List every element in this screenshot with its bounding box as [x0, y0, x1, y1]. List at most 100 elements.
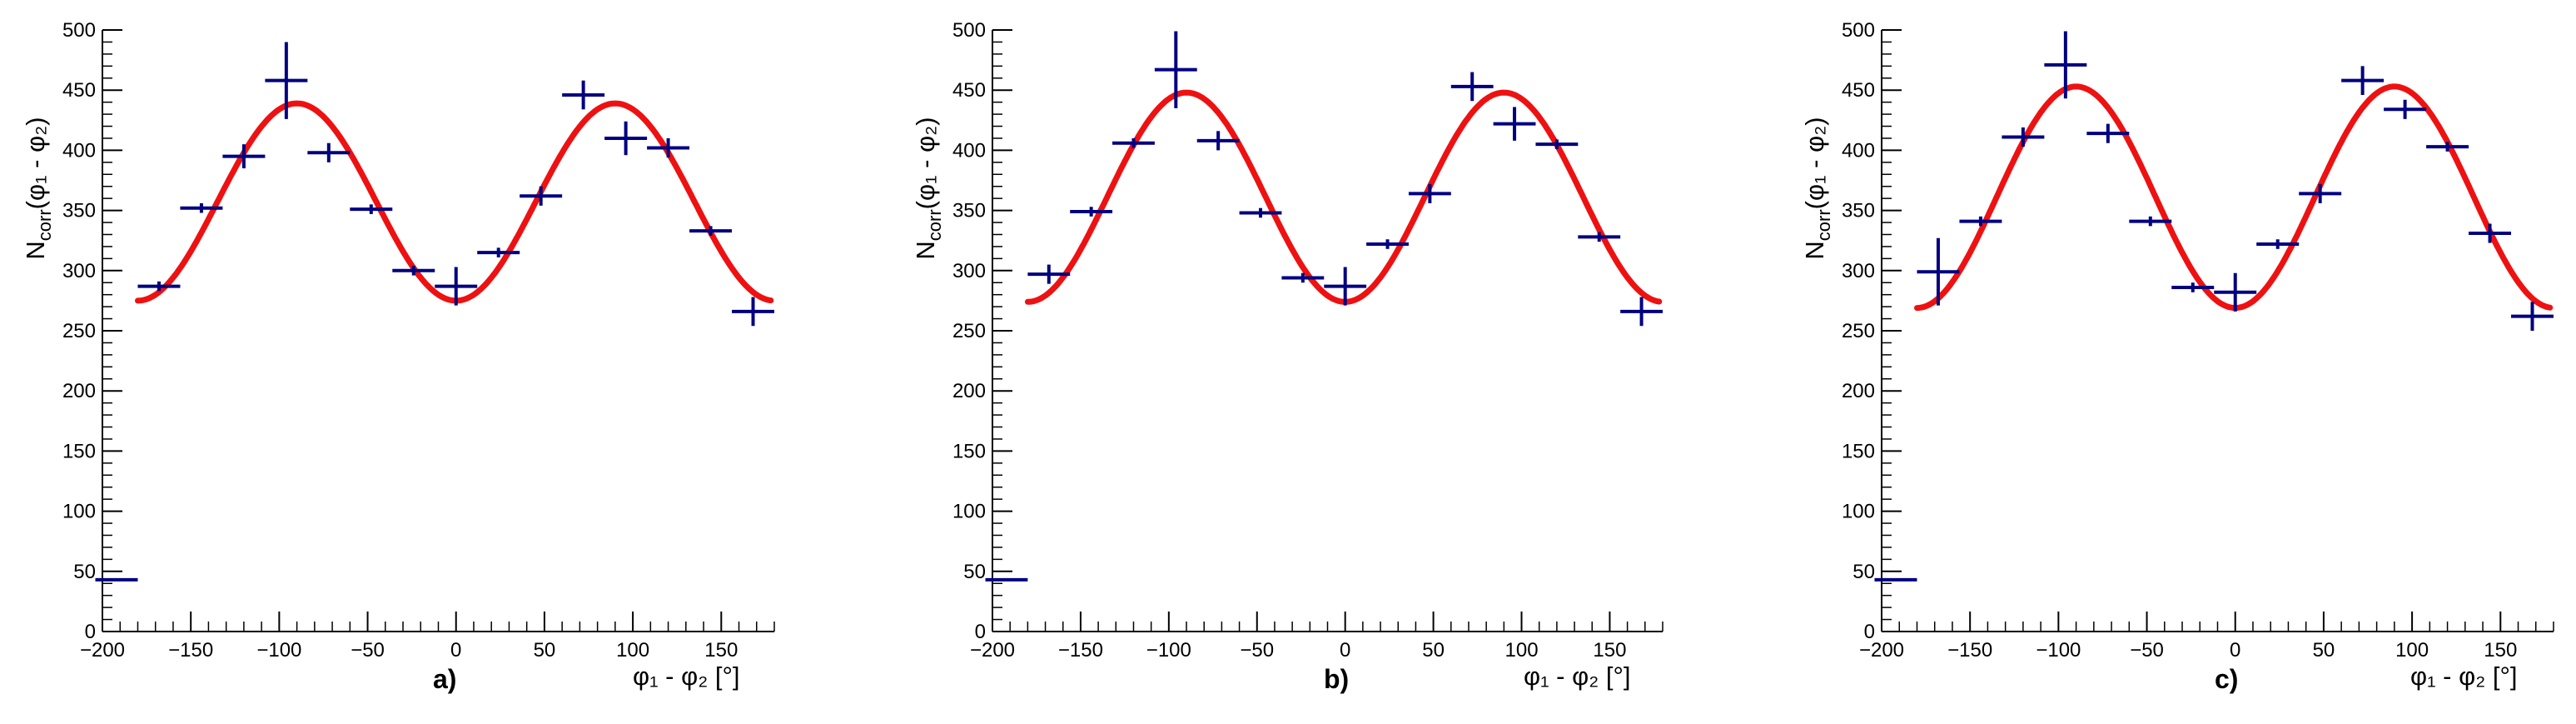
x-tick-label: 0	[1340, 639, 1350, 662]
x-tick-label: −100	[1146, 639, 1191, 662]
y-tick-label: 250	[62, 320, 96, 342]
y-tick-label: 100	[1842, 501, 1875, 523]
y-tick-label: 0	[85, 621, 96, 643]
y-tick-label: 350	[952, 200, 986, 222]
y-tick-label: 450	[1842, 79, 1875, 102]
y-tick-label: 100	[62, 501, 96, 523]
data-point	[520, 186, 563, 206]
y-tick-label: 0	[975, 621, 986, 643]
data-point	[2341, 66, 2385, 95]
data-point	[604, 121, 648, 156]
y-tick-label: 300	[1842, 260, 1875, 282]
x-tick-label: −150	[1947, 639, 1992, 662]
data-point	[2044, 31, 2087, 99]
y-tick-label: 50	[1852, 561, 1875, 583]
x-tick-label: −100	[256, 639, 301, 662]
y-tick-label: 200	[1842, 380, 1875, 402]
y-tick-label: 150	[1842, 440, 1875, 462]
x-tick-label: 150	[1593, 639, 1626, 662]
y-axis-title: Ncorr(φ₁ - φ₂)	[1800, 117, 1834, 259]
x-tick-label: −200	[970, 639, 1015, 662]
data-point	[1366, 239, 1409, 249]
y-tick-label: 50	[73, 561, 96, 583]
y-tick-label: 100	[952, 501, 986, 523]
y-tick-label: 200	[62, 380, 96, 402]
x-tick-label: 50	[1422, 639, 1445, 662]
data-point	[222, 144, 266, 169]
data-point	[1408, 183, 1451, 203]
data-point	[2299, 183, 2342, 203]
data-point	[1450, 72, 1494, 102]
x-tick-label: −150	[1058, 639, 1103, 662]
data-point	[392, 266, 435, 276]
data-point	[137, 281, 181, 292]
y-tick-label: 250	[1842, 320, 1875, 342]
x-tick-label: 0	[2230, 639, 2240, 662]
data-point	[1281, 272, 1325, 283]
panel-label: c)	[2215, 664, 2238, 694]
y-axis-title: Ncorr(φ₁ - φ₂)	[21, 117, 55, 259]
data-point	[2002, 127, 2045, 147]
y-tick-label: 500	[62, 19, 96, 42]
data-point	[1959, 216, 2002, 227]
y-tick-label: 150	[62, 440, 96, 462]
data-point	[1578, 232, 1621, 242]
y-tick-label: 300	[952, 260, 986, 282]
x-tick-label: 0	[450, 639, 461, 662]
x-tick-label: 150	[704, 639, 738, 662]
y-tick-label: 400	[1842, 139, 1875, 162]
data-point	[689, 226, 733, 236]
y-tick-label: 50	[963, 561, 986, 583]
fit-curve	[135, 100, 774, 304]
y-tick-label: 400	[62, 139, 96, 162]
fit-curve	[1914, 83, 2554, 312]
data-point	[2511, 302, 2554, 331]
y-tick-label: 450	[952, 79, 986, 102]
data-point	[2086, 123, 2130, 143]
data-point	[2214, 272, 2257, 312]
data-point	[307, 142, 351, 162]
x-tick-label: −50	[2130, 639, 2164, 662]
data-point	[647, 137, 690, 158]
x-axis-title: φ₁ - φ₂ [°]	[1524, 662, 1630, 691]
data-point	[562, 80, 605, 110]
data-point	[1620, 297, 1663, 327]
y-tick-label: 500	[952, 19, 986, 42]
x-tick-label: −50	[351, 639, 385, 662]
data-point	[2129, 216, 2172, 227]
data-point	[732, 297, 774, 327]
data-point	[435, 267, 478, 306]
x-tick-label: −200	[80, 639, 125, 662]
data-point	[1493, 107, 1536, 141]
data-point	[265, 42, 308, 119]
data-point	[1324, 267, 1367, 306]
x-tick-label: 150	[2484, 639, 2517, 662]
data-point	[2469, 223, 2512, 243]
x-axis-title: φ₁ - φ₂ [°]	[633, 662, 739, 691]
y-tick-label: 400	[952, 139, 986, 162]
x-axis-title: φ₁ - φ₂ [°]	[2410, 662, 2517, 691]
data-point	[1070, 207, 1113, 217]
panel-label: b)	[1324, 664, 1349, 694]
x-tick-label: 50	[534, 639, 556, 662]
y-tick-label: 0	[1864, 621, 1875, 643]
data-point	[477, 247, 520, 257]
y-tick-label: 150	[952, 440, 986, 462]
y-tick-label: 500	[1842, 19, 1875, 42]
data-point	[1917, 237, 1960, 306]
data-point	[1239, 207, 1282, 218]
y-tick-label: 350	[62, 200, 96, 222]
x-tick-label: −200	[1859, 639, 1904, 662]
data-point	[350, 204, 393, 214]
y-axis-title: Ncorr(φ₁ - φ₂)	[911, 117, 945, 259]
data-point	[1196, 131, 1240, 151]
x-tick-label: 100	[2395, 639, 2429, 662]
data-point	[2171, 282, 2215, 292]
x-tick-label: −100	[2036, 639, 2081, 662]
y-tick-label: 200	[952, 380, 986, 402]
x-tick-label: −150	[168, 639, 213, 662]
